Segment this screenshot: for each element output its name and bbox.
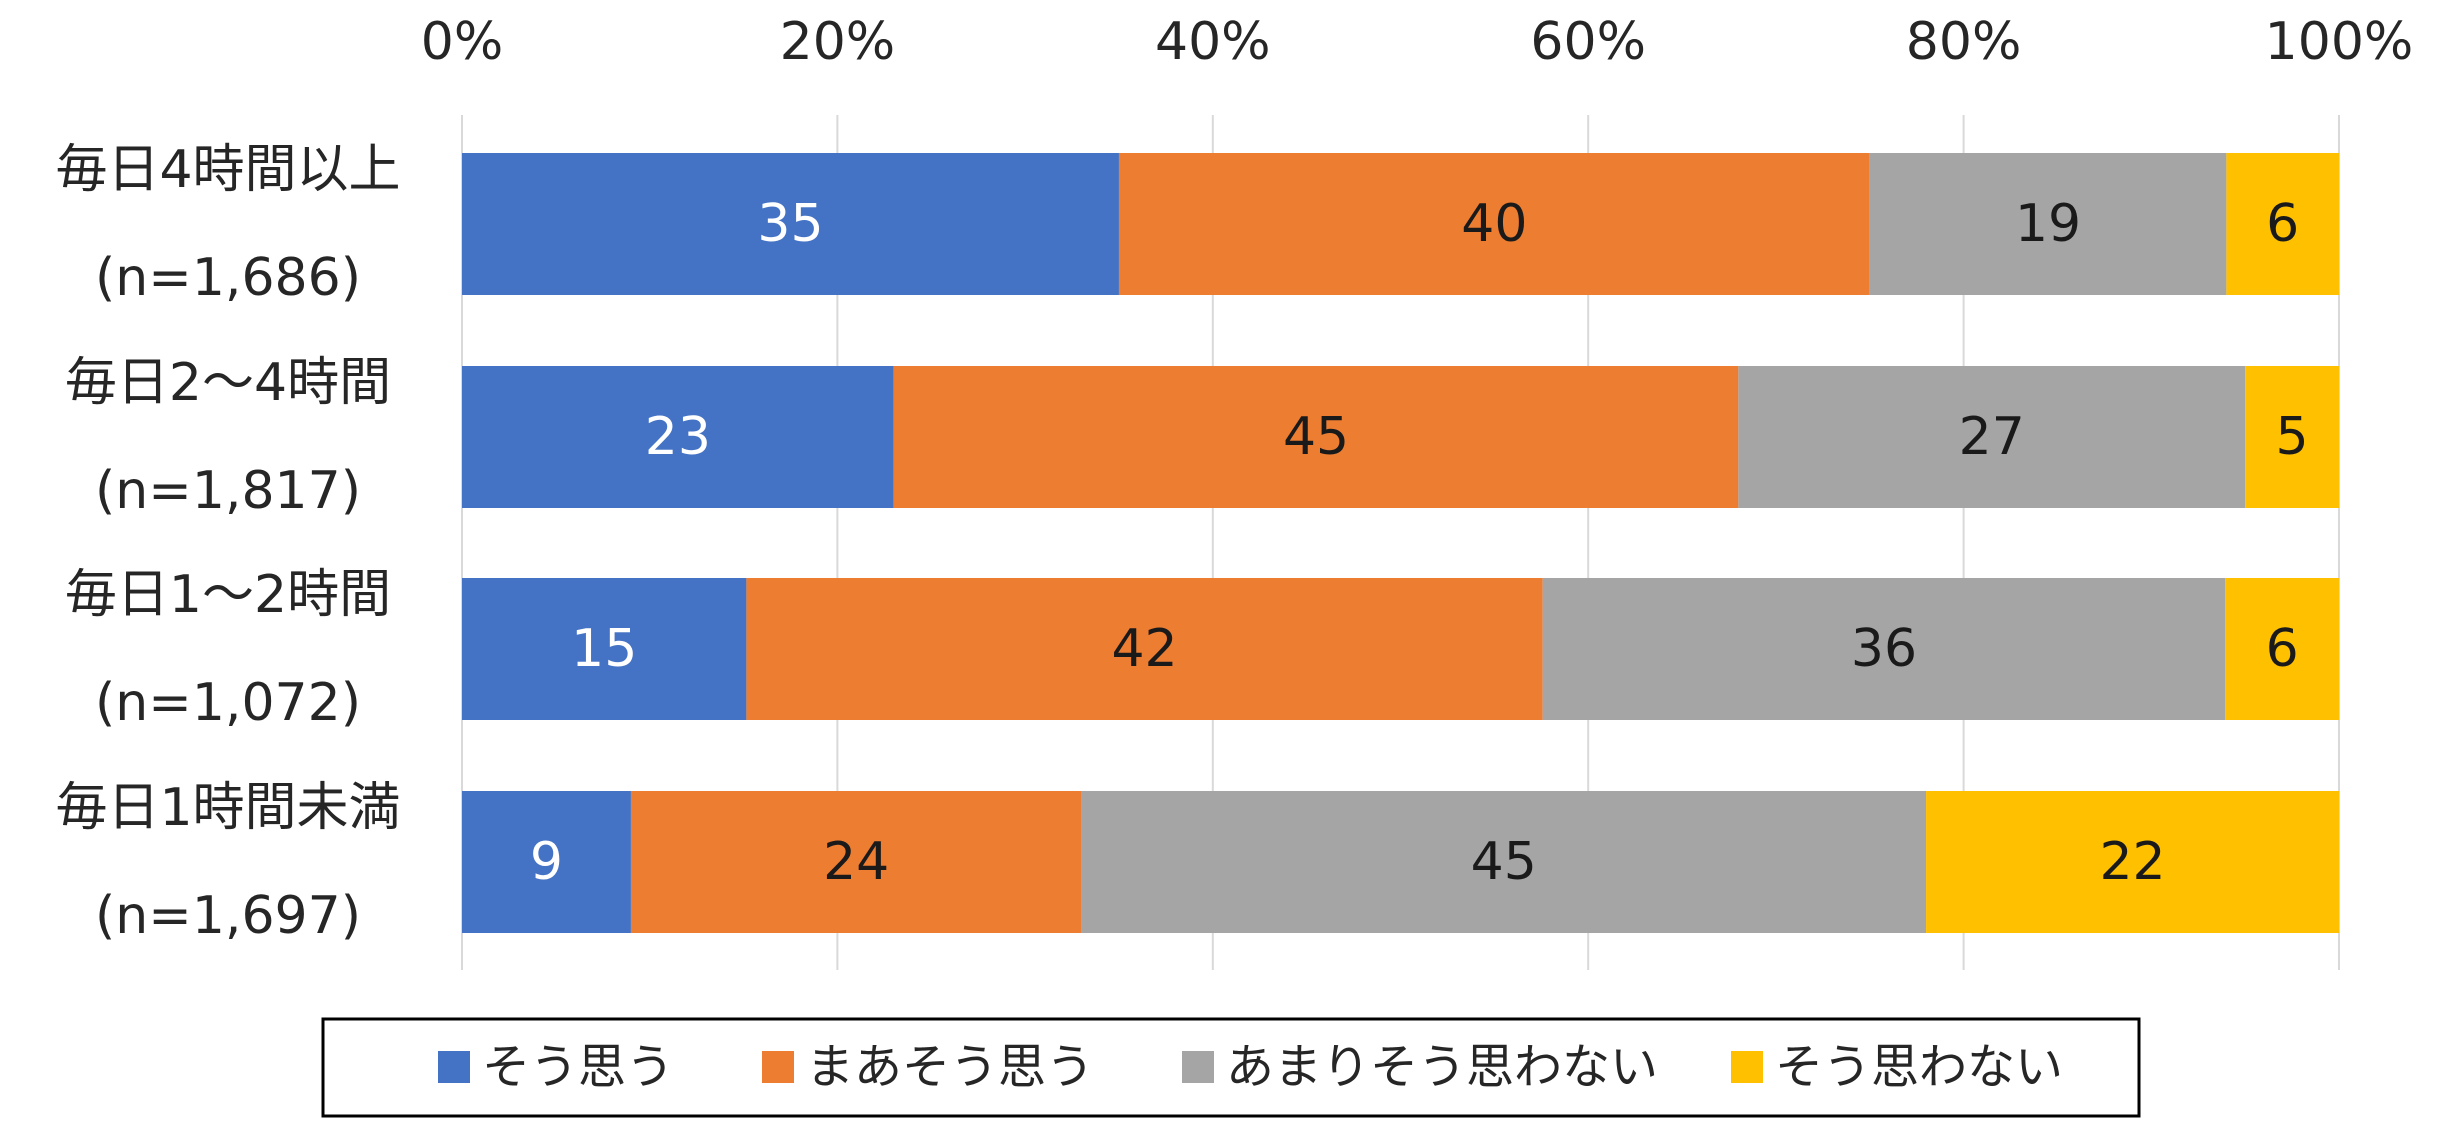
data-label: 22 [2099, 832, 2165, 892]
x-tick-label: 100% [2265, 12, 2414, 72]
bar-segment [1542, 578, 2226, 720]
bar-segment [1081, 791, 1927, 933]
category-label: (n=1,817) [95, 461, 361, 521]
category-label: (n=1,686) [95, 248, 361, 308]
category-label: 毎日1～2時間 [65, 565, 391, 625]
x-tick-label: 60% [1530, 12, 1646, 72]
data-label: 6 [2266, 619, 2299, 679]
data-label: 27 [1959, 407, 2025, 467]
bar-segment [462, 366, 894, 508]
x-tick-label: 0% [421, 12, 504, 72]
bar-segment [893, 366, 1739, 508]
legend-box [321, 1017, 2141, 1118]
bar-segment [462, 578, 747, 720]
data-label: 36 [1851, 619, 1917, 679]
legend-swatch [438, 1051, 470, 1083]
legend: そう思う まあそう思う あまりそう思わない そう思わない [321, 1017, 2141, 1118]
x-tick-label: 40% [1155, 12, 1271, 72]
bar-segment [2226, 153, 2339, 295]
category-labels: 毎日4時間以上 (n=1,686) 毎日2～4時間 (n=1,817) 毎日1～2時間 (… [55, 140, 400, 946]
bar-segment [630, 791, 1082, 933]
data-label: 19 [2015, 194, 2081, 254]
category-label: 毎日1時間未満 [55, 778, 400, 838]
x-tick-label: 20% [780, 12, 896, 72]
bar-segment [1118, 153, 1870, 295]
bar-segment [1926, 791, 2339, 933]
data-label: 35 [757, 194, 823, 254]
data-label: 45 [1471, 832, 1537, 892]
bar-segment [462, 791, 631, 933]
category-label: (n=1,072) [95, 673, 361, 733]
legend-entry: まあそう思う [806, 1039, 1094, 1095]
bar-segment [1738, 366, 2246, 508]
data-label: 6 [2266, 194, 2299, 254]
legend-entry: そう思わない [1775, 1039, 2063, 1095]
x-tick-label: 80% [1906, 12, 2022, 72]
legend-swatch [1731, 1051, 1763, 1083]
category-label: (n=1,697) [95, 886, 361, 946]
bars: 35 40 19 6 23 45 27 5 15 42 36 6 9 24 45 22 [462, 153, 2339, 933]
data-label: 5 [2276, 407, 2309, 467]
data-label: 24 [823, 832, 889, 892]
legend-entry: あまりそう思わない [1226, 1039, 1658, 1095]
data-label: 42 [1111, 619, 1177, 679]
legend-swatch [762, 1051, 794, 1083]
data-label: 15 [571, 619, 637, 679]
bar-segment [746, 578, 1543, 720]
data-label: 40 [1461, 194, 1527, 254]
legend-entry: そう思う [482, 1039, 674, 1095]
bar-segment [2245, 366, 2339, 508]
legend-swatch [1182, 1051, 1214, 1083]
category-label: 毎日2～4時間 [65, 353, 391, 413]
data-label: 45 [1283, 407, 1349, 467]
x-axis-ticks: 0% 20% 40% 60% 80% 100% [421, 12, 2414, 72]
data-label: 23 [645, 407, 711, 467]
bar-segment [1869, 153, 2227, 295]
bar-segment [462, 153, 1119, 295]
data-label: 9 [530, 832, 563, 892]
category-label: 毎日4時間以上 [55, 140, 400, 200]
bar-segment [2225, 578, 2339, 720]
